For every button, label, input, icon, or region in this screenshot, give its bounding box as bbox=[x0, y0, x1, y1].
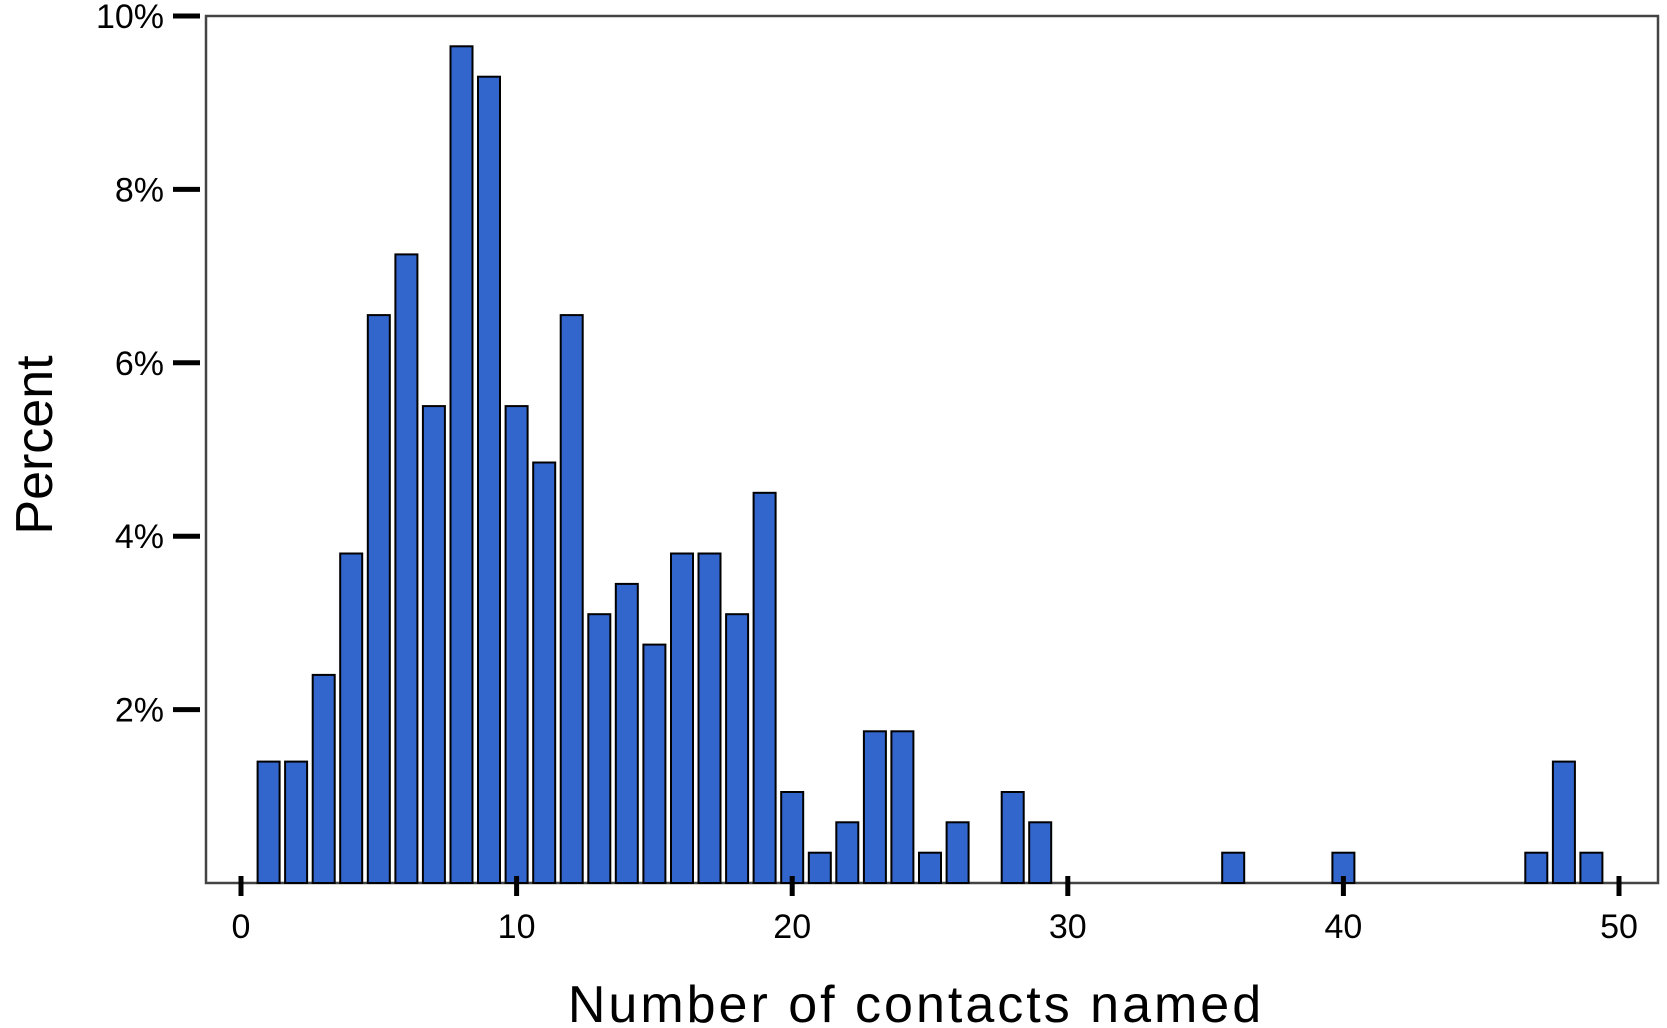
y-tick-label: 10% bbox=[96, 0, 164, 36]
histogram-bar bbox=[256, 760, 281, 884]
histogram-bar bbox=[587, 613, 612, 884]
x-tick-label: 30 bbox=[1049, 908, 1087, 946]
histogram-bar bbox=[339, 552, 364, 884]
x-tick-label: 50 bbox=[1600, 908, 1638, 946]
histogram-bar bbox=[862, 730, 887, 884]
histogram-bar bbox=[890, 730, 915, 884]
x-axis: 0 10 20 30 40 50 bbox=[232, 876, 1638, 946]
y-axis-title: Percent bbox=[6, 355, 64, 535]
histogram-bar bbox=[780, 791, 805, 884]
y-tick-label: 4% bbox=[115, 518, 164, 556]
histogram-bar bbox=[614, 582, 639, 885]
x-axis-title: Number of contacts named bbox=[568, 976, 1264, 1028]
histogram-bar bbox=[697, 552, 722, 884]
histogram-bar bbox=[807, 851, 832, 885]
histogram-bar bbox=[559, 314, 584, 885]
histogram-bar bbox=[945, 821, 970, 884]
x-tick-label: 40 bbox=[1324, 908, 1362, 946]
histogram-bar bbox=[311, 673, 336, 885]
histogram-bar bbox=[504, 405, 529, 884]
bars-group bbox=[256, 45, 1604, 885]
x-tick-label: 20 bbox=[773, 908, 811, 946]
histogram-bar bbox=[284, 760, 309, 884]
y-tick-label: 8% bbox=[115, 171, 164, 209]
histogram-bar bbox=[1524, 851, 1549, 885]
histogram-bar bbox=[835, 821, 860, 884]
y-tick-label: 6% bbox=[115, 345, 164, 383]
histogram-bar bbox=[477, 75, 501, 884]
histogram-bar bbox=[1551, 760, 1576, 884]
histogram-bar bbox=[752, 491, 777, 884]
x-tick-label: 10 bbox=[498, 908, 536, 946]
histogram-bar bbox=[532, 461, 557, 884]
histogram-bar bbox=[449, 45, 474, 885]
y-tick-label: 2% bbox=[115, 692, 164, 730]
histogram-bar bbox=[1028, 821, 1053, 884]
histogram-bar bbox=[642, 643, 667, 884]
histogram-bar bbox=[670, 552, 694, 884]
histogram-bar bbox=[366, 314, 391, 885]
histogram-bar bbox=[918, 851, 942, 885]
histogram-bar bbox=[725, 613, 750, 884]
y-axis: 2% 4% 6% 8% 10% bbox=[96, 0, 200, 730]
histogram-bar bbox=[421, 405, 446, 884]
histogram-bar bbox=[394, 253, 419, 884]
histogram-bar bbox=[1579, 851, 1604, 885]
histogram-bar bbox=[1221, 851, 1246, 885]
x-tick-label: 0 bbox=[232, 908, 251, 946]
histogram-bar bbox=[1000, 791, 1025, 884]
